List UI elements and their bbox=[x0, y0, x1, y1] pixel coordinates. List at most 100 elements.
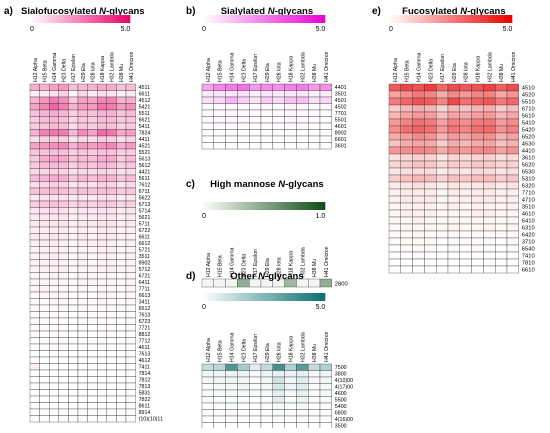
row-label: 5501 bbox=[335, 118, 347, 124]
heatmap-cell bbox=[436, 104, 449, 113]
heatmap-cell bbox=[58, 324, 69, 332]
heatmap-cell bbox=[471, 258, 484, 267]
heatmap-cell bbox=[29, 324, 40, 332]
heatmap-cell bbox=[58, 402, 69, 410]
heatmap-cell bbox=[97, 96, 107, 104]
heatmap-cell bbox=[97, 213, 107, 221]
heatmap-cell bbox=[97, 311, 107, 319]
heatmap-cell bbox=[68, 272, 79, 280]
row-label: 7411 bbox=[139, 365, 150, 371]
row-label: 8914 bbox=[139, 410, 151, 416]
column-label: H17 Epsilon bbox=[253, 54, 259, 82]
heatmap-cell bbox=[58, 96, 69, 104]
heatmap-cell bbox=[284, 383, 297, 391]
heatmap-cell bbox=[495, 181, 508, 190]
heatmap-cell bbox=[213, 370, 226, 378]
heatmap-cell bbox=[29, 233, 40, 241]
column-label: H23 Delta bbox=[241, 339, 247, 362]
heatmap-cell bbox=[296, 142, 309, 150]
heatmap-cell bbox=[388, 195, 401, 204]
heatmap-cell bbox=[116, 363, 127, 371]
heatmap-cell bbox=[68, 161, 79, 169]
colorbar-max-label: 5.0 bbox=[503, 26, 513, 33]
heatmap-cell bbox=[459, 90, 472, 99]
heatmap-cell bbox=[39, 194, 50, 202]
heatmap-cell bbox=[319, 363, 332, 371]
row-label: 3800 bbox=[335, 372, 347, 378]
heatmap-cell bbox=[319, 376, 332, 384]
heatmap-cell bbox=[495, 104, 508, 113]
heatmap-cell bbox=[39, 259, 50, 267]
heatmap-cell bbox=[116, 343, 127, 351]
heatmap-cell bbox=[319, 389, 332, 397]
heatmap-cell bbox=[447, 244, 460, 253]
heatmap-cell bbox=[29, 90, 40, 98]
column-label: H29 Eta bbox=[265, 63, 271, 82]
heatmap-cell bbox=[106, 265, 117, 273]
heatmap-cell bbox=[506, 230, 519, 239]
heatmap-cell bbox=[87, 272, 98, 280]
heatmap-cell bbox=[29, 265, 40, 273]
column-label: H18 Kappa bbox=[100, 56, 106, 82]
heatmap-cell bbox=[483, 209, 496, 218]
heatmap-cell bbox=[49, 207, 59, 215]
heatmap-cell bbox=[106, 220, 117, 228]
heatmap-cell bbox=[308, 83, 321, 91]
heatmap-cell bbox=[495, 153, 508, 162]
heatmap-cell bbox=[495, 132, 508, 141]
heatmap-cell bbox=[424, 244, 437, 253]
heatmap-cell bbox=[459, 146, 472, 155]
heatmap-cell bbox=[213, 396, 226, 404]
heatmap-cell bbox=[49, 350, 59, 358]
heatmap-cell bbox=[412, 209, 425, 218]
heatmap-cell bbox=[436, 97, 449, 106]
column-label: H17 Epsilon bbox=[71, 54, 77, 82]
heatmap-cell bbox=[87, 330, 98, 338]
heatmap-cell bbox=[97, 246, 107, 254]
heatmap-cell bbox=[260, 83, 273, 91]
heatmap-cell bbox=[284, 415, 297, 423]
heatmap-cell bbox=[125, 239, 136, 247]
heatmap-cell bbox=[87, 415, 98, 423]
heatmap-cell bbox=[459, 167, 472, 176]
row-label: 7500 bbox=[335, 365, 347, 371]
heatmap-cell bbox=[249, 103, 262, 111]
heatmap-cell bbox=[483, 230, 496, 239]
heatmap-cell bbox=[87, 252, 98, 260]
heatmap-cell bbox=[424, 97, 437, 106]
heatmap-cell bbox=[97, 83, 107, 91]
heatmap-cell bbox=[106, 246, 117, 254]
heatmap-cell bbox=[125, 285, 136, 293]
heatmap-cell bbox=[87, 168, 98, 176]
heatmap-cell bbox=[116, 142, 127, 150]
heatmap-cell bbox=[400, 251, 413, 260]
heatmap-cell bbox=[296, 122, 309, 130]
heatmap-cell bbox=[424, 223, 437, 232]
heatmap-cell bbox=[459, 209, 472, 218]
heatmap-cell bbox=[97, 330, 107, 338]
heatmap-cell bbox=[296, 129, 309, 137]
heatmap-cell bbox=[424, 258, 437, 267]
heatmap-cell bbox=[308, 402, 321, 410]
heatmap-cell bbox=[39, 265, 50, 273]
heatmap-cell bbox=[388, 139, 401, 148]
heatmap-cell bbox=[97, 148, 107, 156]
heatmap-cell bbox=[58, 168, 69, 176]
heatmap-cell bbox=[106, 109, 117, 117]
heatmap-cell bbox=[412, 244, 425, 253]
column-label: H32 Lambda bbox=[487, 52, 493, 82]
heatmap-cell bbox=[506, 265, 519, 274]
heatmap-cell bbox=[116, 213, 127, 221]
heatmap-cell bbox=[29, 363, 40, 371]
heatmap-cell bbox=[260, 142, 273, 150]
heatmap-cell bbox=[400, 202, 413, 211]
heatmap-cell bbox=[284, 370, 297, 378]
heatmap-cell bbox=[106, 369, 117, 377]
column-label: H28 Iota bbox=[277, 257, 283, 277]
heatmap-cell bbox=[77, 317, 88, 325]
heatmap-cell bbox=[424, 167, 437, 176]
heatmap-cell bbox=[77, 226, 88, 234]
row-label: 6610 bbox=[522, 268, 535, 274]
heatmap-cell bbox=[201, 96, 214, 104]
heatmap-cell bbox=[506, 104, 519, 113]
